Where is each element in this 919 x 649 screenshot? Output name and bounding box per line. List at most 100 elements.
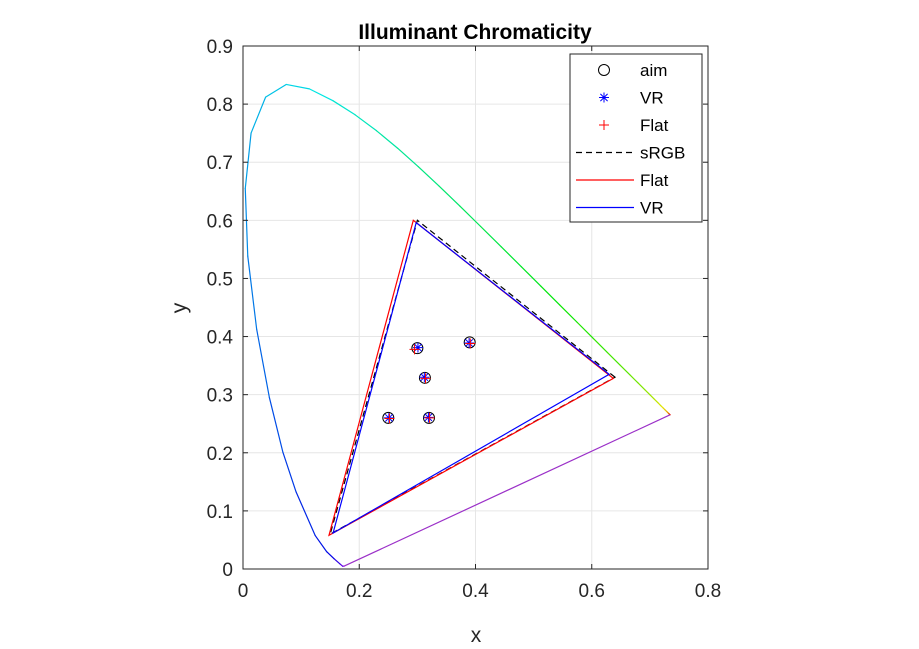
asterisk-marker	[383, 412, 394, 423]
x-tick-label: 0.2	[346, 581, 372, 602]
locus-segment	[244, 132, 252, 190]
illuminant-markers	[382, 336, 476, 424]
point-vr	[412, 342, 423, 353]
y-tick-label: 0.6	[207, 211, 233, 232]
x-tick-label: 0.4	[462, 581, 489, 602]
x-axis-label: x	[471, 624, 482, 647]
locus-segment	[520, 266, 542, 287]
y-tick-label: 0.1	[207, 502, 233, 523]
locus-segment	[479, 225, 502, 248]
plus-marker	[424, 412, 435, 423]
locus-segment	[637, 382, 646, 391]
point-vr	[383, 412, 394, 423]
locus-segment	[417, 166, 440, 187]
locus-segment	[540, 285, 561, 306]
point-aim	[418, 371, 431, 384]
legend-item-vr: VR	[599, 89, 664, 108]
legend-box	[569, 53, 703, 223]
locus-segment	[619, 364, 631, 376]
circle-marker	[598, 64, 610, 76]
x-tick-label: 0.6	[579, 581, 605, 602]
locus-segment	[295, 491, 316, 537]
circle-marker	[411, 342, 424, 355]
locus-segment	[592, 337, 609, 354]
point-vr	[419, 372, 430, 383]
y-tick-label: 0.3	[207, 386, 233, 407]
point-aim	[411, 342, 424, 355]
spectral-locus	[244, 83, 671, 567]
locus-segment	[282, 451, 297, 493]
asterisk-marker	[464, 337, 475, 348]
purple-line	[343, 414, 671, 567]
locus-segment	[375, 130, 399, 149]
legend-item-srgb: sRGB	[576, 144, 685, 163]
locus-segment	[644, 389, 651, 396]
plus-marker	[409, 344, 420, 355]
circle-marker	[463, 336, 476, 349]
legend-label: VR	[640, 199, 664, 218]
locus-segment	[657, 402, 662, 407]
locus-segment	[265, 83, 287, 98]
locus-segment	[308, 88, 334, 102]
legend-marker	[599, 120, 609, 130]
point-flat	[384, 413, 395, 424]
locus-segment	[576, 321, 595, 340]
chart-title: Illuminant Chromaticity	[358, 21, 592, 44]
point-flat	[465, 338, 476, 349]
x-tick-label: 0.8	[695, 581, 721, 602]
y-tick-label: 0	[222, 560, 233, 581]
locus-segment	[332, 100, 356, 116]
locus-segment	[268, 396, 284, 453]
point-flat	[420, 373, 431, 384]
legend: aim VR Flat sRGB Flat VR	[569, 53, 703, 223]
y-tick-label: 0.9	[207, 37, 233, 58]
point-vr	[464, 337, 475, 348]
legend-label: Flat	[640, 171, 669, 190]
locus-segment	[339, 563, 344, 567]
y-tick-label: 0.2	[207, 444, 233, 465]
x-tick-labels: 0 0.2 0.4 0.6 0.8	[238, 581, 722, 602]
locus-segment	[629, 374, 639, 384]
legend-marker	[599, 92, 609, 103]
locus-segment	[559, 304, 578, 324]
locus-segment	[354, 114, 378, 132]
circle-marker	[418, 371, 431, 384]
legend-label: Flat	[640, 116, 669, 135]
y-tick-labels: 0 0.1 0.2 0.3 0.4 0.5 0.6 0.7 0.8 0.9	[207, 37, 234, 581]
asterisk-marker	[423, 412, 434, 423]
point-aim	[463, 336, 476, 349]
legend-item-flat: Flat	[599, 116, 669, 135]
asterisk-marker	[419, 372, 430, 383]
legend-label: sRGB	[640, 144, 685, 163]
y-tick-label: 0.5	[207, 269, 233, 290]
point-flat	[424, 412, 435, 423]
locus-segment	[326, 551, 335, 560]
legend-item-aim: aim	[598, 61, 667, 80]
gamut-vr	[332, 221, 611, 535]
locus-segment	[500, 246, 522, 268]
legend-item-flat: Flat	[576, 171, 669, 190]
locus-segment	[285, 83, 310, 90]
locus-segment	[314, 534, 328, 553]
locus-segment	[333, 558, 341, 565]
x-tick-label: 0	[238, 581, 249, 602]
y-axis-label: y	[168, 302, 191, 313]
plus-marker	[599, 120, 609, 130]
axis-ticks	[242, 45, 709, 570]
y-tick-label: 0.4	[207, 328, 234, 349]
locus-segment	[256, 328, 270, 399]
locus-segment	[244, 187, 249, 257]
y-tick-label: 0.7	[207, 153, 233, 174]
asterisk-marker	[599, 92, 609, 103]
locus-segment	[396, 147, 419, 168]
legend-item-vr: VR	[576, 199, 664, 218]
y-tick-label: 0.8	[207, 95, 233, 116]
plus-marker	[420, 373, 431, 384]
asterisk-marker	[412, 342, 423, 353]
legend-marker	[598, 64, 610, 76]
locus-segment	[459, 205, 482, 227]
legend-label: VR	[640, 89, 664, 108]
point-vr	[423, 412, 434, 423]
locus-segment	[653, 398, 659, 404]
